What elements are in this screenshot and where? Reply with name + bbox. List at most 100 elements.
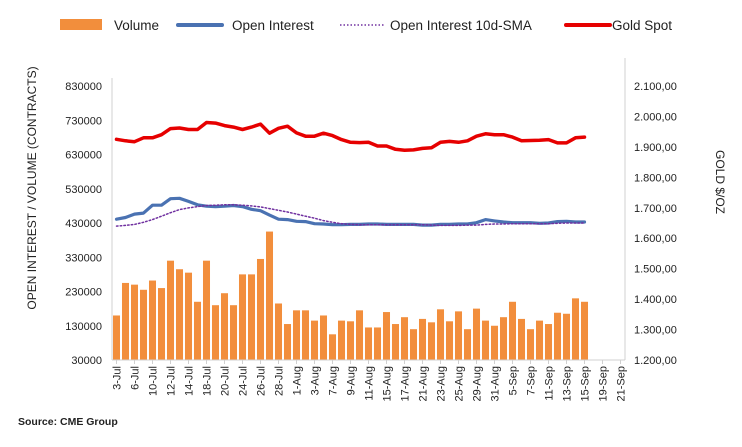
x-tick-label: 19-Sep: [598, 366, 610, 401]
left-axis-title: OPEN INTEREST / VOLUME (CONTRACTS): [25, 66, 39, 309]
volume-bar: [139, 289, 148, 360]
right-tick-label: 2.000,00: [634, 111, 677, 123]
left-tick-label: 230000: [65, 287, 102, 299]
volume-bar: [238, 274, 247, 360]
volume-bar: [472, 308, 481, 360]
x-tick-label: 21-Aug: [418, 366, 430, 401]
volume-bar: [283, 324, 292, 360]
x-tick-label: 13-Sep: [562, 366, 574, 401]
volume-bar: [445, 321, 454, 360]
volume-bar: [499, 317, 508, 360]
x-tick-label: 24-Jul: [238, 366, 250, 396]
volume-bar: [319, 315, 328, 360]
x-tick-label: 6-Jul: [130, 366, 142, 390]
legend-item-oi: Open Interest: [176, 18, 314, 33]
right-tick-label: 1.500,00: [634, 264, 677, 276]
volume-bar: [130, 284, 139, 360]
left-tick-label: 730000: [65, 115, 102, 127]
left-tick-label: 630000: [65, 150, 102, 162]
right-tick-label: 2.100,00: [634, 81, 677, 93]
legend-swatch-volume: [60, 19, 102, 30]
gold-spot-line: [114, 120, 587, 152]
volume-bar: [256, 258, 265, 360]
volume-bar: [121, 282, 130, 360]
legend-label-sma: Open Interest 10d-SMA: [390, 18, 532, 33]
volume-bar: [571, 298, 580, 360]
volume-bar: [409, 329, 418, 360]
right-axis: 2.100,00 2.000,00 1.900,00 1.800,00 1.700,00…: [624, 58, 677, 367]
left-tick-label: 530000: [65, 184, 102, 196]
x-tick-label: 5-Sep: [508, 366, 520, 395]
right-tick-label: 1.900,00: [634, 142, 677, 154]
right-tick-label: 1.800,00: [634, 172, 677, 184]
x-tick-label: 20-Jul: [220, 366, 232, 396]
volume-bar: [436, 309, 445, 360]
volume-bar: [382, 312, 391, 360]
volume-bar: [517, 318, 526, 360]
volume-bar: [211, 305, 220, 360]
x-tick-label: 14-Jul: [184, 366, 196, 396]
x-tick-label: 12-Jul: [166, 366, 178, 396]
x-tick-label: 17-Aug: [400, 366, 412, 401]
x-tick-label: 11-Aug: [364, 366, 376, 401]
volume-bar: [490, 325, 499, 360]
volume-bar: [481, 320, 490, 360]
volume-bar: [535, 320, 544, 360]
left-axis: 830000 730000 630000 530000 430000 330000 2300…: [65, 78, 113, 367]
volume-bar: [418, 318, 427, 360]
x-tick-label: 15-Sep: [580, 366, 592, 401]
x-axis: 3-Jul 6-Jul 10-Jul 12-Jul 14-Jul 18-Jul 20-Jul…: [112, 359, 628, 401]
volume-bar: [454, 311, 463, 360]
volume-bar: [193, 301, 202, 360]
left-tick-label: 130000: [65, 321, 102, 333]
right-tick-label: 1.200,00: [634, 355, 677, 367]
volume-bar: [202, 260, 211, 360]
x-tick-label: 23-Aug: [436, 366, 448, 401]
open-interest-sma-line: [115, 204, 586, 227]
right-tick-label: 1.300,00: [634, 325, 677, 337]
volume-bar: [220, 293, 229, 360]
volume-bar: [391, 324, 400, 360]
x-tick-label: 3-Jul: [112, 366, 124, 390]
series-lines: [114, 120, 587, 227]
legend-item-volume: Volume: [60, 18, 159, 33]
volume-bar: [157, 288, 166, 360]
volume-bar: [364, 327, 373, 360]
x-tick-label: 11-Sep: [544, 366, 556, 401]
x-tick-label: 26-Jul: [256, 366, 268, 396]
volume-bar: [166, 260, 175, 360]
x-tick-label: 9-Aug: [346, 366, 358, 395]
legend-label-gold: Gold Spot: [612, 18, 672, 33]
x-tick-label: 28-Jul: [274, 366, 286, 396]
right-tick-label: 1.700,00: [634, 203, 677, 215]
x-tick-label: 15-Aug: [382, 366, 394, 401]
legend-item-sma: Open Interest 10d-SMA: [340, 18, 532, 33]
volume-bar: [328, 334, 337, 360]
volume-bar: [292, 310, 301, 360]
volume-bars: [112, 231, 589, 360]
left-tick-label: 830000: [65, 81, 102, 93]
x-tick-label: 29-Aug: [472, 366, 484, 401]
volume-bar: [265, 231, 274, 360]
volume-bar: [229, 305, 238, 360]
volume-bar: [562, 313, 571, 360]
legend-label-volume: Volume: [114, 18, 159, 33]
legend-item-gold: Gold Spot: [564, 18, 672, 33]
volume-bar: [373, 327, 382, 360]
volume-bar: [175, 269, 184, 360]
x-tick-label: 10-Jul: [148, 366, 160, 396]
legend: Volume Open Interest Open Interest 10d-SMA…: [60, 18, 672, 33]
volume-bar: [580, 301, 589, 360]
x-tick-label: 21-Sep: [616, 366, 628, 401]
volume-bar: [400, 317, 409, 360]
source-note: Source: CME Group: [18, 416, 118, 428]
volume-bar: [553, 312, 562, 360]
volume-bar: [112, 315, 121, 360]
volume-bar: [247, 274, 256, 360]
volume-bar: [355, 310, 364, 360]
right-tick-label: 1.400,00: [634, 294, 677, 306]
volume-bar: [544, 324, 553, 360]
open-interest-line: [114, 196, 587, 227]
left-tick-label: 430000: [65, 218, 102, 230]
